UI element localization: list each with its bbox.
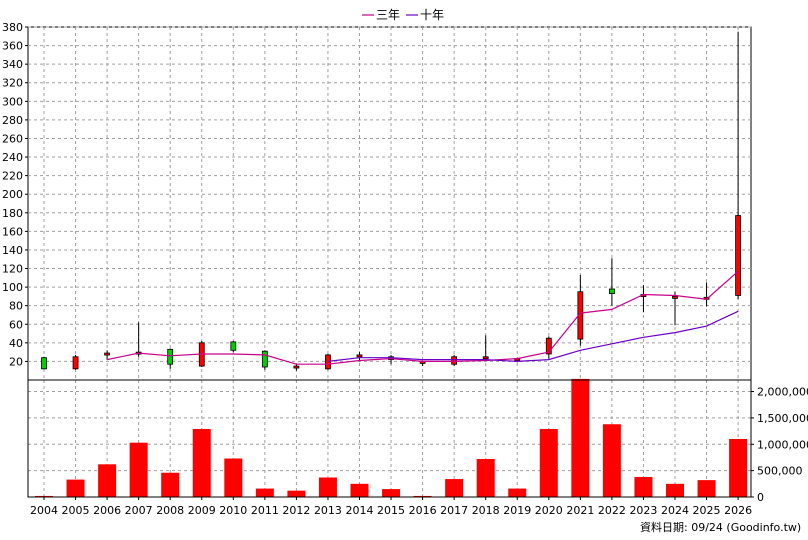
volume-bar [729, 439, 748, 497]
price-tick-label: 280 [2, 114, 23, 127]
candle-body [735, 215, 741, 296]
volume-bar [255, 488, 274, 497]
volume-tick-label: 500,000 [757, 465, 803, 478]
volume-bar [602, 424, 621, 497]
price-tick-label: 300 [2, 95, 23, 108]
candle-body [167, 348, 174, 365]
price-tick-label: 180 [2, 207, 23, 220]
volume-tick-label: 1,000,000 [757, 438, 808, 451]
price-tick-label: 200 [2, 188, 23, 201]
volume-bar [224, 458, 243, 497]
candle-body [545, 337, 552, 355]
year-tick-label: 2022 [598, 504, 626, 517]
year-tick-label: 2024 [661, 504, 689, 517]
year-tick-label: 2013 [314, 504, 342, 517]
year-tick-label: 2011 [251, 504, 279, 517]
candle-body [230, 341, 237, 351]
candle-body [72, 356, 79, 370]
candle-body [672, 295, 678, 299]
price-plot-frame [27, 26, 752, 381]
data-date-credit: 資料日期: 09/24 (Goodinfo.tw) [640, 520, 801, 534]
legend-label-ma10: 十年 [420, 8, 444, 22]
volume-bar [634, 476, 653, 497]
year-tick-label: 2017 [440, 504, 468, 517]
volume-bar [287, 490, 306, 497]
price-tick-label: 220 [2, 170, 23, 183]
price-tick-label: 240 [2, 151, 23, 164]
year-tick-label: 2005 [62, 504, 90, 517]
price-tick-label: 320 [2, 77, 23, 90]
year-tick-label: 2021 [566, 504, 594, 517]
year-tick-label: 2010 [219, 504, 247, 517]
volume-bar [413, 495, 432, 497]
volume-panel: 0 500,000 1,000,000 1,500,000 2,000,000 [27, 378, 808, 504]
volume-bar [350, 483, 369, 497]
candle-body [104, 352, 110, 356]
volume-bar [539, 428, 558, 497]
price-tick-label: 160 [2, 225, 23, 238]
price-tick-label: 100 [2, 281, 23, 294]
candle-body [609, 288, 615, 295]
year-tick-label: 2008 [156, 504, 184, 517]
price-tick-label: 80 [9, 300, 23, 313]
candle-body [356, 354, 363, 358]
price-tick-label: 120 [2, 263, 23, 276]
candle-body [293, 365, 300, 369]
price-tick-label: 340 [2, 58, 23, 71]
year-tick-label: 2009 [188, 504, 216, 517]
volume-bar [666, 483, 684, 497]
candle-body [261, 350, 268, 368]
price-tick-label: 380 [2, 21, 23, 34]
ma3-line [106, 270, 739, 365]
volume-bar [98, 464, 117, 497]
chart-legend: 三年 十年 [362, 8, 444, 22]
volume-bar [35, 495, 53, 497]
year-tick-label: 2012 [282, 504, 310, 517]
candle-body [325, 354, 331, 370]
candle-body [451, 356, 458, 365]
volume-plot-frame [27, 379, 752, 498]
volume-bar [697, 480, 716, 497]
year-tick-label: 2020 [535, 504, 563, 517]
price-tick-label: 140 [2, 244, 23, 257]
price-tick-label: 40 [9, 337, 23, 350]
price-panel: 20 40 60 80 100 120 140 160 180 200 220 240 260 280 30… [2, 21, 752, 381]
price-tick-label: 20 [9, 355, 23, 368]
price-tick-label: 260 [2, 132, 23, 145]
volume-bar [476, 459, 495, 497]
volume-bar [129, 442, 148, 497]
year-tick-label: 2018 [472, 504, 500, 517]
volume-tick-label: 1,500,000 [757, 412, 808, 425]
volume-bar [571, 378, 590, 497]
volume-plot-border [27, 379, 752, 498]
price-tick-label: 60 [9, 318, 23, 331]
candle-body [41, 357, 47, 370]
year-tick-label: 2016 [409, 504, 437, 517]
legend-label-ma3: 三年 [376, 8, 400, 22]
ma10-line [327, 310, 739, 363]
volume-bar [445, 479, 464, 497]
price-tick-label: 360 [2, 40, 23, 53]
year-tick-label: 2006 [93, 504, 121, 517]
volume-bar [161, 472, 180, 497]
year-tick-label: 2007 [125, 504, 153, 517]
year-tick-label: 2004 [30, 504, 58, 517]
volume-bar [66, 479, 85, 497]
year-tick-label: 2025 [693, 504, 721, 517]
year-tick-label: 2019 [503, 504, 531, 517]
x-axis: 2004 2005 2006 2007 2008 2009 2010 2011 2012 2013… [30, 497, 752, 517]
year-tick-label: 2014 [346, 504, 374, 517]
year-tick-label: 2026 [724, 504, 752, 517]
volume-bar [318, 477, 337, 497]
volume-bar [192, 428, 211, 497]
candle-body [482, 356, 489, 360]
year-tick-label: 2023 [629, 504, 657, 517]
volume-tick-label: 2,000,000 [757, 386, 808, 399]
volume-bar [382, 489, 401, 497]
volume-bar [508, 488, 527, 497]
volume-tick-label: 0 [757, 491, 764, 504]
year-tick-label: 2015 [377, 504, 405, 517]
